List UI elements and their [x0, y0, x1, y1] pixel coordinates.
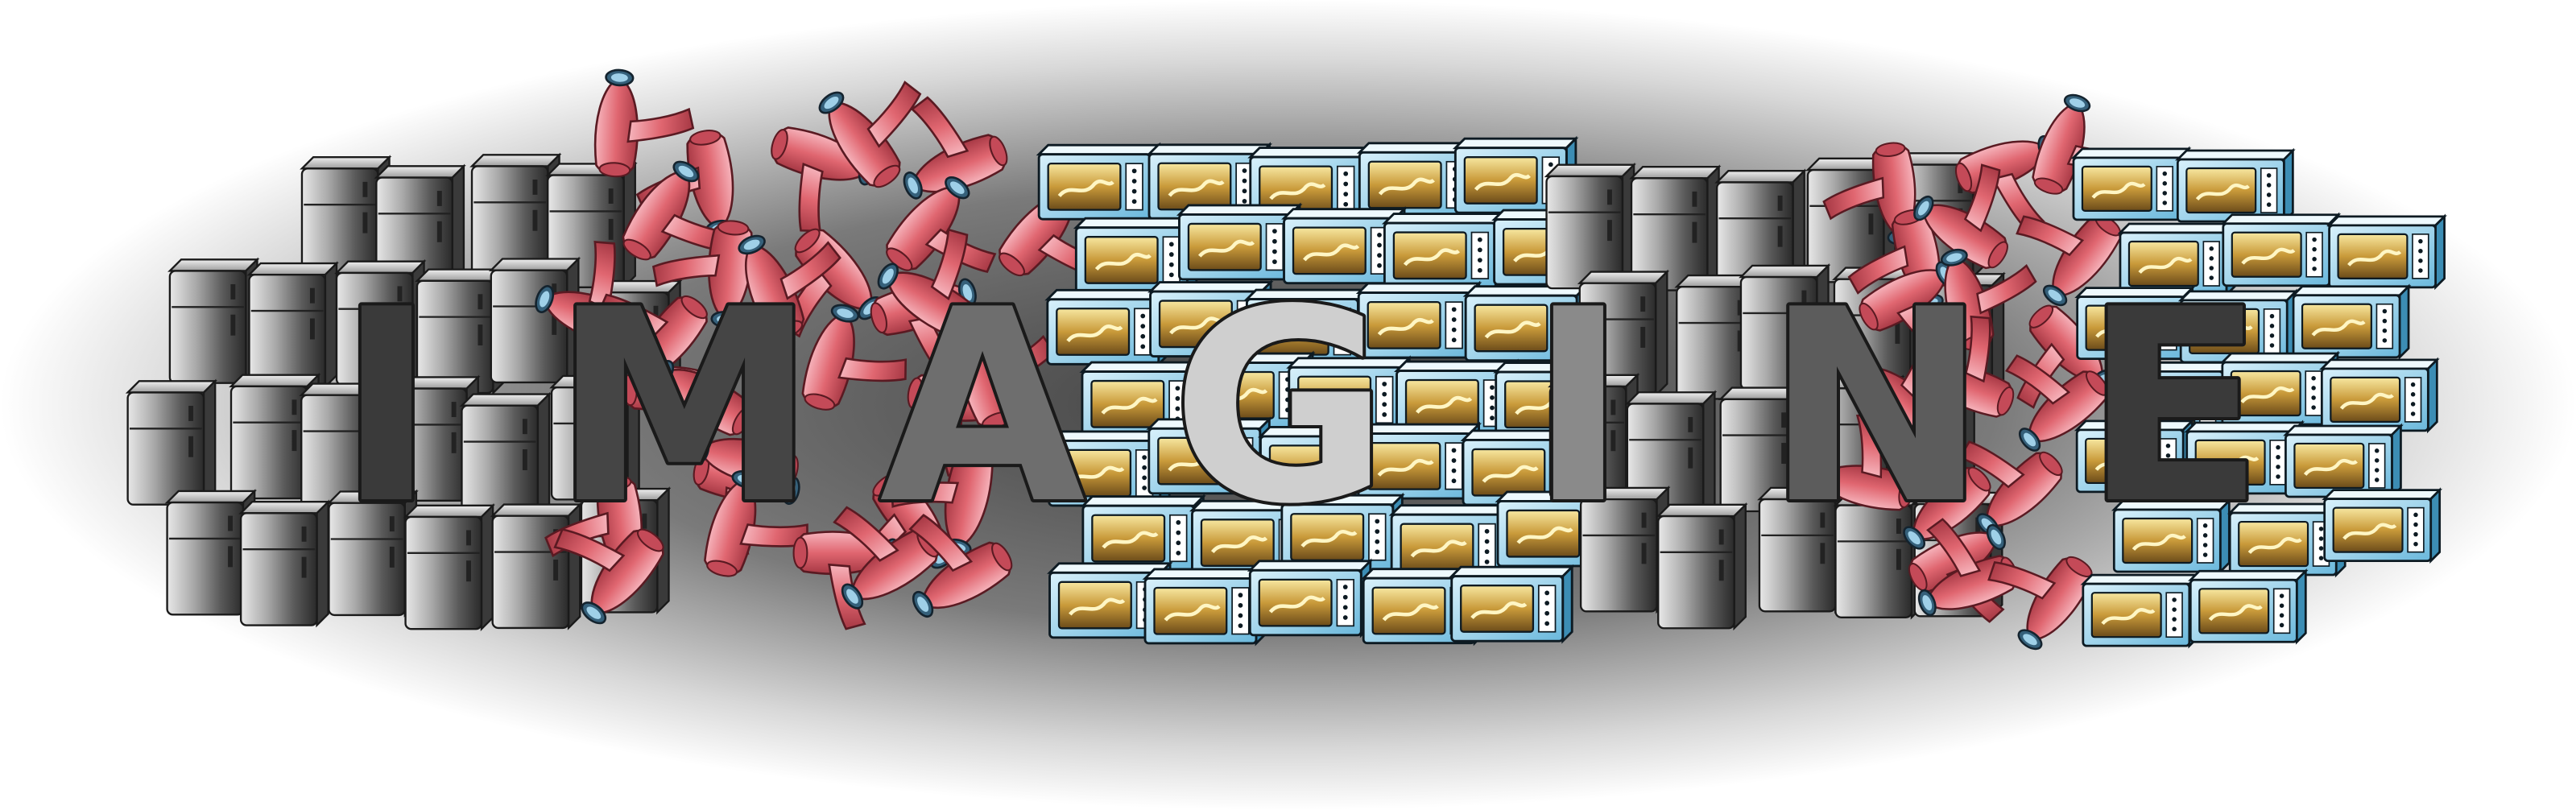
hair-dryer-icon [553, 527, 664, 625]
microwave-icon [1356, 140, 1483, 221]
hair-dryer-icon [801, 304, 908, 411]
refrigerator-icon [1656, 502, 1748, 631]
microwave-icon [1279, 492, 1405, 572]
hair-dryer-icon [908, 514, 1013, 618]
refrigerators-left [125, 152, 683, 632]
refrigerator-icon [334, 258, 427, 387]
microwave-icon [2177, 288, 2299, 366]
hair-dryers-right [1810, 93, 2134, 651]
hair-dryer-icon [704, 470, 808, 577]
hair-dryer-icon [2016, 214, 2122, 307]
microwave-icon [1449, 564, 1575, 644]
refrigerator-icon [246, 261, 339, 390]
refrigerator-icon [238, 499, 331, 628]
imagine-letter-i: I [1529, 253, 1628, 562]
microwave-icon [1247, 558, 1374, 638]
hair-dryer-icon [1810, 412, 1914, 511]
imagine-letter-a: A [879, 253, 1087, 562]
microwave-icon [2290, 283, 2412, 361]
hair-dryer-icon [833, 506, 940, 610]
microwave-icon [1360, 566, 1487, 647]
refrigerator-icon [167, 257, 260, 386]
hair-dryer-icon [1913, 163, 2008, 270]
hair-dryer-icon [1913, 315, 2015, 418]
hair-dryer-icon [1958, 440, 2063, 537]
refrigerator-icon [403, 502, 495, 632]
hair-dryer-icon [818, 81, 922, 188]
microwave-icon [1394, 358, 1520, 439]
appliance-clusters [125, 68, 2447, 651]
microwave-icon [1036, 142, 1163, 222]
refrigerator-icon [549, 374, 642, 502]
microwave-icon [2175, 147, 2296, 225]
microwave-icon [1073, 215, 1200, 295]
microwave-icon [2319, 357, 2440, 434]
microwave-icon [1257, 424, 1384, 504]
microwave-icon [1142, 566, 1268, 647]
refrigerator-icon [1577, 269, 1670, 398]
refrigerator-icon [1718, 385, 1811, 514]
imagine-letter-n: N [1765, 253, 1987, 562]
microwave-icon [2187, 568, 2309, 645]
hair-dryer-icon [597, 293, 708, 391]
refrigerator-icon [299, 381, 391, 510]
microwave-icon [1452, 135, 1579, 216]
imagine-letter-i: I [337, 253, 436, 562]
hair-dryer-icon [890, 448, 994, 557]
hair-dryer-icon [953, 324, 1056, 430]
imagine-letter-m: M [552, 253, 817, 562]
microwave-icon [2111, 498, 2232, 575]
microwaves-right [2070, 146, 2447, 649]
microwave-icon [1286, 355, 1412, 436]
microwave-icon [2070, 146, 2192, 223]
hair-dryer-icon [652, 325, 754, 436]
imagine-letter-e: E [2083, 253, 2264, 562]
refrigerator-icon [125, 378, 218, 507]
hair-dryer-icon [1987, 556, 2094, 651]
microwave-icon [1189, 498, 1316, 578]
microwave-icon [2227, 501, 2348, 578]
hair-dryer-icon [903, 96, 1008, 200]
refrigerator-icon [459, 391, 552, 520]
microwave-icon [2080, 572, 2202, 649]
hair-dryer-icon [738, 234, 841, 340]
microwave-icon [2184, 419, 2305, 497]
microwave-icon [1381, 211, 1508, 291]
hair-dryer-icon [593, 68, 695, 178]
hair-dryers-left [535, 68, 1110, 630]
microwaves-center [1036, 135, 1621, 647]
microwave-icon [2220, 212, 2342, 289]
microwave-icon [2322, 487, 2442, 564]
microwave-icon [1189, 350, 1316, 431]
imagine-letter-g: G [1172, 253, 1390, 562]
microwave-icon [2074, 418, 2195, 495]
microwave-icon [2283, 423, 2404, 500]
hair-dryer-icon [877, 228, 978, 339]
microwave-icon [2326, 213, 2447, 291]
hair-dryer-icon [2004, 354, 2109, 452]
hair-dryer-icon [691, 384, 799, 490]
